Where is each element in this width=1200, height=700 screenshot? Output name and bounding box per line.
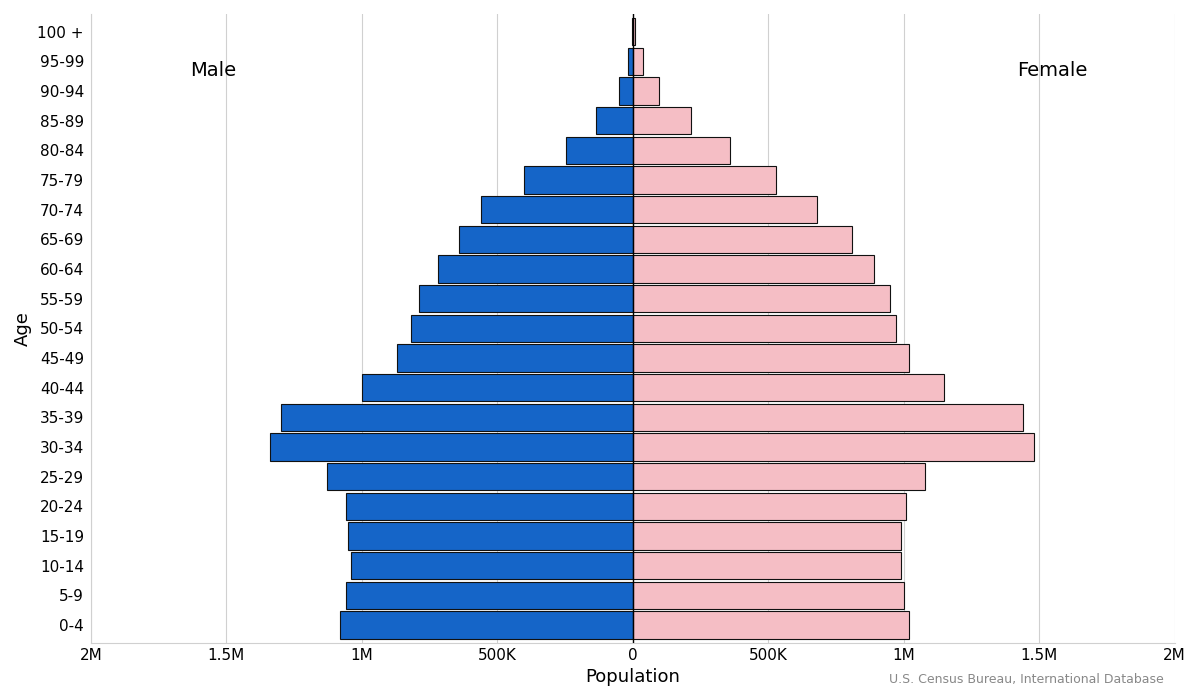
Bar [438, 256, 632, 283]
Bar [632, 493, 906, 520]
Bar [632, 225, 852, 253]
Bar [397, 344, 632, 372]
Text: U.S. Census Bureau, International Database: U.S. Census Bureau, International Databa… [889, 673, 1164, 686]
Bar [632, 285, 890, 312]
Bar [619, 78, 632, 105]
Bar [348, 522, 632, 550]
Bar [632, 404, 1022, 431]
Bar [419, 285, 632, 312]
Bar [628, 48, 632, 75]
Text: Female: Female [1018, 62, 1088, 80]
Text: Male: Male [190, 62, 236, 80]
Bar [632, 552, 901, 579]
Bar [632, 463, 925, 490]
Bar [632, 256, 874, 283]
Bar [596, 107, 632, 134]
Bar [632, 433, 1034, 461]
Bar [481, 196, 632, 223]
Bar [632, 167, 776, 194]
Bar [346, 582, 632, 609]
Bar [460, 225, 632, 253]
Bar [566, 136, 632, 164]
Bar [326, 463, 632, 490]
Bar [632, 611, 910, 638]
Bar [632, 582, 904, 609]
Bar [281, 404, 632, 431]
Bar [270, 433, 632, 461]
Bar [632, 314, 895, 342]
Bar [632, 344, 910, 372]
Bar [632, 196, 817, 223]
Bar [410, 314, 632, 342]
Bar [632, 136, 731, 164]
Bar [632, 78, 659, 105]
Bar [632, 107, 691, 134]
Y-axis label: Age: Age [14, 311, 32, 346]
Bar [632, 48, 642, 75]
Bar [362, 374, 632, 401]
Bar [352, 552, 632, 579]
Bar [524, 167, 632, 194]
X-axis label: Population: Population [586, 668, 680, 686]
Bar [346, 493, 632, 520]
Bar [632, 522, 901, 550]
Bar [340, 611, 632, 638]
Bar [632, 18, 635, 46]
Bar [632, 374, 944, 401]
